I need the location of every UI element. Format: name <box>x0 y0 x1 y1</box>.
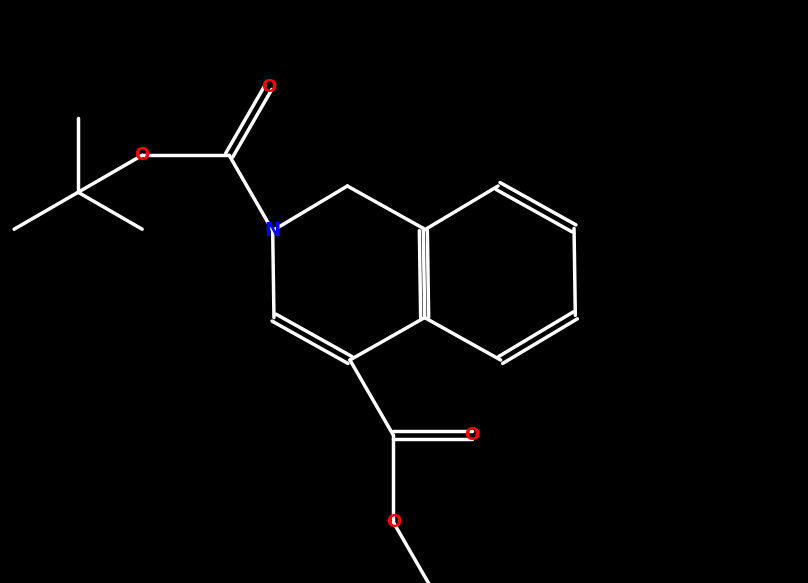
Text: O: O <box>385 514 401 531</box>
Text: O: O <box>464 426 479 444</box>
Text: N: N <box>264 221 281 240</box>
Text: O: O <box>261 79 276 96</box>
Text: O: O <box>135 146 149 164</box>
